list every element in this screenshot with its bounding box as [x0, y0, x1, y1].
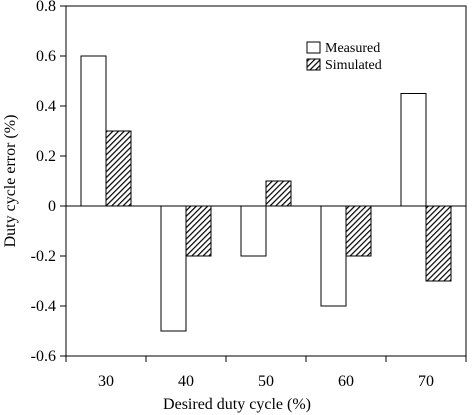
y-tick-label: -0.2 — [31, 248, 56, 265]
bars — [80, 55, 452, 332]
x-tick-label: 60 — [338, 373, 354, 390]
y-tick-label: 0 — [48, 198, 56, 215]
x-axis-title: Desired duty cycle (%) — [163, 396, 311, 413]
plot-border — [65, 5, 467, 357]
bar-simulated-60 — [345, 205, 372, 257]
legend-label-simulated: Simulated — [325, 58, 382, 73]
bar-simulated-40 — [185, 205, 212, 257]
y-tick-label: 0.4 — [36, 98, 56, 115]
y-tick-label: 0.6 — [36, 48, 56, 65]
y-axis: -0.6 -0.4 -0.2 0 0.2 0.4 0.6 0.8 — [31, 0, 66, 365]
y-axis-title: Duty cycle error (%) — [2, 115, 19, 248]
legend-label-measured: Measured — [325, 41, 380, 56]
x-tick-label: 30 — [98, 373, 114, 390]
y-tick-label: 0.2 — [36, 148, 56, 165]
bar-simulated-30 — [105, 130, 132, 207]
bar-measured-60 — [320, 205, 347, 307]
bar-simulated-50 — [265, 180, 292, 207]
y-tick-label: -0.6 — [31, 348, 56, 365]
x-tick-label: 50 — [258, 373, 274, 390]
bar-measured-70 — [400, 93, 427, 207]
y-tick-label: 0.8 — [36, 0, 56, 15]
x-tick-label: 40 — [178, 373, 194, 390]
x-axis: 30 40 50 60 70 — [65, 356, 467, 390]
legend-swatch-measured — [306, 41, 321, 54]
bar-measured-30 — [80, 55, 107, 207]
x-tick-label: 70 — [418, 373, 434, 390]
bar-measured-40 — [160, 205, 187, 332]
y-tick-label: -0.4 — [31, 298, 56, 315]
bar-measured-50 — [240, 205, 267, 257]
plot-area — [65, 5, 467, 357]
legend-swatch-simulated — [306, 58, 321, 71]
bar-simulated-70 — [425, 205, 452, 282]
legend: Measured Simulated — [306, 41, 382, 73]
